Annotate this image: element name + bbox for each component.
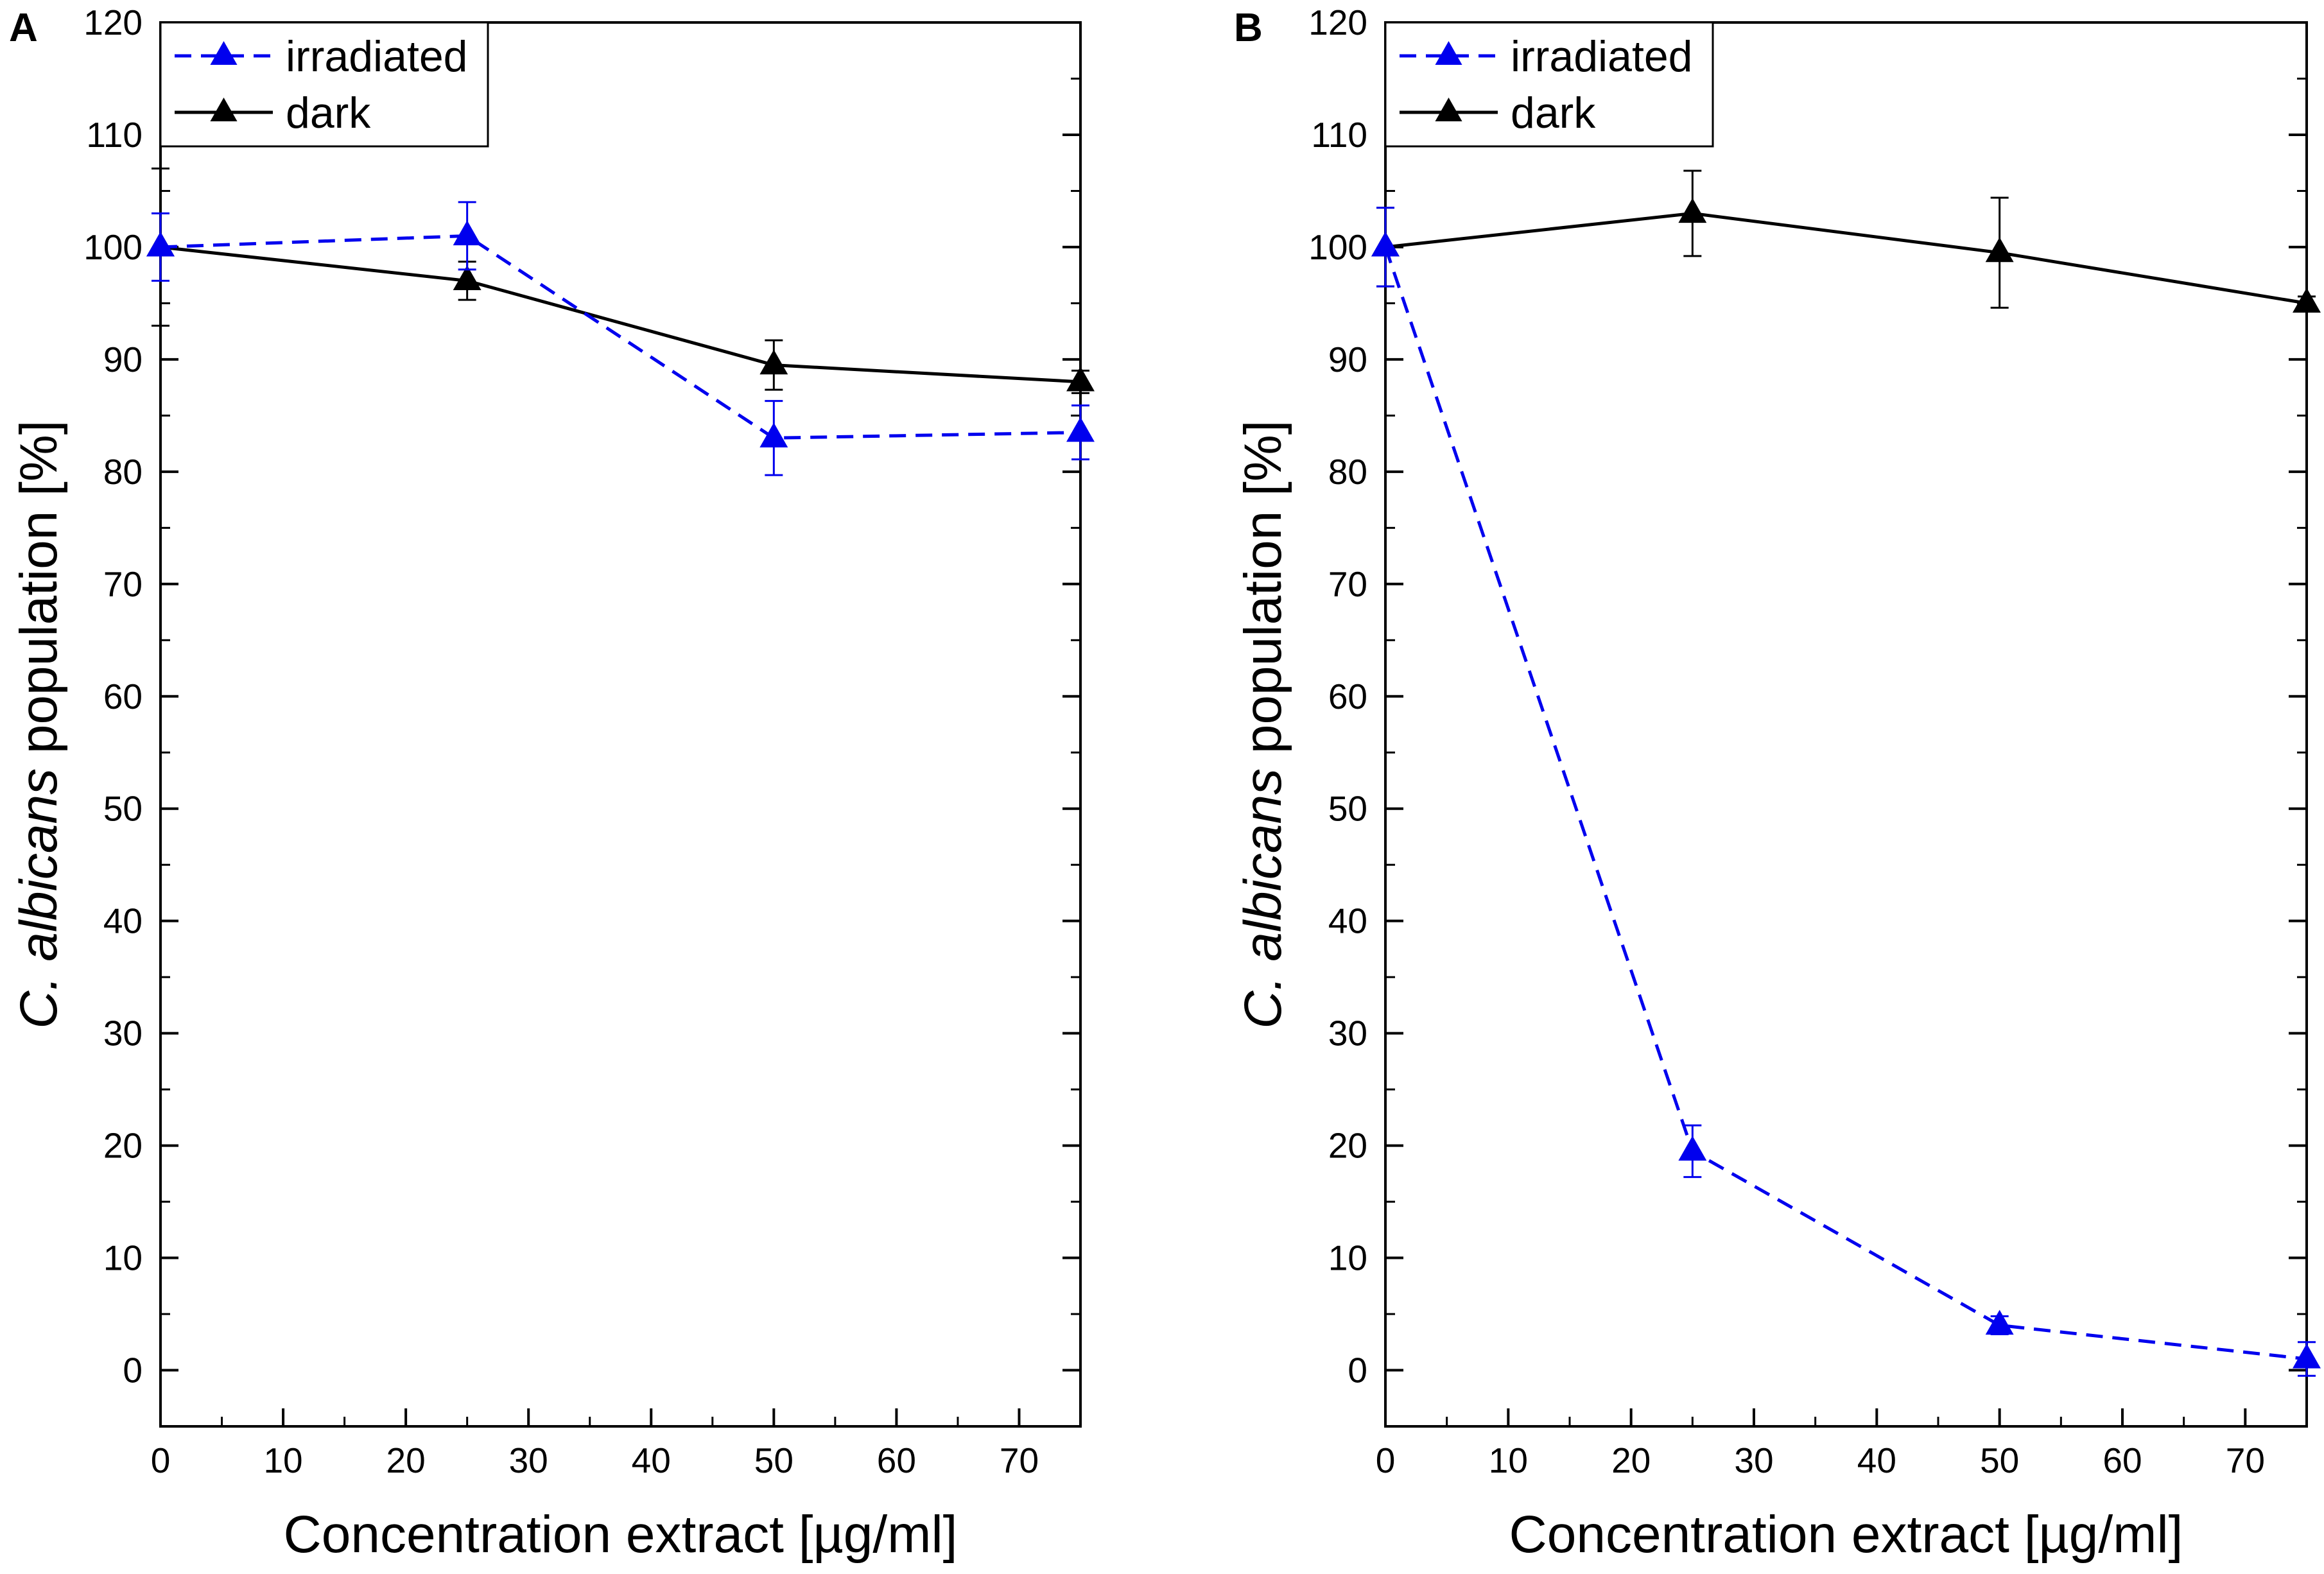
y-tick-label: 80 (103, 452, 143, 492)
data-point-irradiated (1371, 231, 1400, 257)
y-tick-label: 100 (83, 227, 143, 267)
data-point-dark (1985, 237, 2014, 263)
x-tick-label: 70 (2226, 1440, 2265, 1480)
data-point-dark (759, 349, 788, 375)
y-tick-label: 20 (1328, 1126, 1367, 1166)
y-tick-label: 40 (103, 901, 143, 941)
data-point-irradiated (1985, 1310, 2014, 1335)
y-tick-label: 30 (103, 1014, 143, 1053)
plot-frame (159, 21, 1082, 1428)
data-point-irradiated (759, 422, 788, 447)
data-point-dark (1066, 366, 1095, 392)
legend-box (159, 21, 489, 148)
panel-a: 0 10 20 30 40 50 60 70 80 90 100 110 120 0 10 20 30 40 50 6… (9, 3, 1095, 1564)
y-tick-label: 90 (103, 340, 143, 379)
y-tick-label: 70 (103, 564, 143, 604)
legend-marker-irradiated (1435, 40, 1462, 65)
series-line-dark (1385, 211, 2307, 305)
y-tick-label: 40 (1328, 901, 1367, 941)
x-tick-label: 20 (386, 1440, 426, 1480)
x-tick-label: 50 (1980, 1440, 2019, 1480)
x-tick-label: 60 (877, 1440, 916, 1480)
legend-marker-dark (210, 97, 238, 122)
y-tick-label: 120 (1308, 3, 1367, 42)
x-tick-label: 10 (263, 1440, 302, 1480)
y-tick-label: 60 (1328, 677, 1367, 716)
y-tick-label: 100 (1308, 227, 1367, 267)
data-point-irradiated (1066, 417, 1095, 442)
x-tick-label: 20 (1611, 1440, 1651, 1480)
y-axis-title-italic: C. albicans (1234, 768, 1292, 1029)
data-point-irradiated (1678, 1136, 1707, 1161)
x-tick-label: 30 (509, 1440, 548, 1480)
y-tick-label: 0 (1348, 1351, 1367, 1390)
y-tick-label: 80 (1328, 452, 1367, 492)
x-axis-title: Concentration extract [µg/ml] (1509, 1505, 2183, 1564)
data-point-irradiated (2293, 1343, 2321, 1369)
panel-label: B (1234, 6, 1263, 50)
legend-label-irradiated: irradiated (1511, 32, 1693, 81)
data-point-irradiated (146, 231, 175, 257)
y-tick-label: 120 (83, 3, 143, 42)
data-point-dark (453, 265, 481, 291)
y-tick-label: 60 (103, 677, 143, 716)
legend-label-dark: dark (1511, 89, 1596, 137)
panel-b: 0 10 20 30 40 50 60 70 80 90 100 110 120 0 10 20 30 40 50 6… (1234, 3, 2321, 1564)
legend-label-dark: dark (286, 89, 371, 137)
y-tick-label: 50 (103, 789, 143, 829)
legend-marker-dark (1435, 97, 1462, 122)
x-tick-label: 60 (2103, 1440, 2142, 1480)
y-axis-title-rest: population [%] (10, 420, 68, 768)
legend-marker-irradiated (210, 40, 238, 65)
x-tick-label: 40 (1857, 1440, 1896, 1480)
x-tick-label: 50 (754, 1440, 793, 1480)
series-line-dark (160, 245, 1081, 384)
data-point-irradiated (453, 220, 481, 246)
y-tick-label: 90 (1328, 340, 1367, 379)
data-point-dark (1678, 198, 1707, 223)
legend-label-irradiated: irradiated (286, 32, 468, 81)
y-tick-label: 110 (1311, 115, 1367, 155)
y-axis-title: C. albicans population [%] (1234, 420, 1292, 1028)
y-tick-label: 30 (1328, 1014, 1367, 1053)
x-tick-label: 0 (1376, 1440, 1396, 1480)
y-tick-label: 20 (103, 1126, 143, 1166)
x-tick-label: 10 (1489, 1440, 1528, 1480)
y-axis-title-rest: population [%] (1234, 420, 1292, 768)
y-tick-label: 50 (1328, 789, 1367, 829)
x-tick-label: 30 (1734, 1440, 1773, 1480)
x-tick-label: 40 (632, 1440, 671, 1480)
y-tick-label: 10 (1328, 1238, 1367, 1278)
y-tick-label: 10 (103, 1238, 143, 1278)
legend-box (1384, 21, 1714, 148)
series-line-irradiated (160, 234, 1081, 440)
y-tick-label: 70 (1328, 564, 1367, 604)
y-axis-title: C. albicans population [%] (10, 420, 68, 1028)
x-tick-label: 0 (151, 1440, 171, 1480)
x-axis-title: Concentration extract [µg/ml] (284, 1505, 958, 1564)
panel-label: A (9, 6, 38, 50)
y-axis-title-italic: C. albicans (10, 768, 68, 1029)
x-tick-label: 70 (1000, 1440, 1039, 1480)
y-tick-label: 0 (123, 1351, 143, 1390)
data-point-dark (2293, 288, 2321, 313)
plot-frame (1384, 21, 2308, 1428)
y-tick-label: 110 (86, 115, 143, 155)
series-line-irradiated (1383, 246, 2307, 1361)
